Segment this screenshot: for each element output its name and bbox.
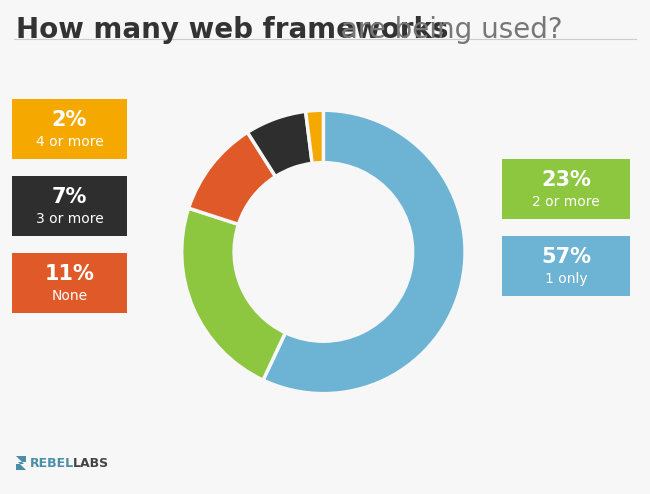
Wedge shape [306,110,324,164]
Wedge shape [182,208,285,380]
Text: 1 only: 1 only [545,272,588,286]
Text: 11%: 11% [45,264,94,284]
Wedge shape [248,111,312,176]
Bar [502,236,630,296]
Wedge shape [188,132,276,224]
Text: 57%: 57% [541,247,591,267]
Bar [12,99,127,159]
Text: LABS: LABS [73,456,109,469]
Text: 23%: 23% [541,170,591,190]
Bar [12,253,127,313]
Text: 4 or more: 4 or more [36,135,103,149]
Text: None: None [51,289,88,303]
Wedge shape [263,110,465,394]
Text: 2 or more: 2 or more [532,195,600,209]
Text: 3 or more: 3 or more [36,212,103,226]
Bar [12,176,127,236]
Bar [502,159,630,219]
Text: 2%: 2% [52,110,87,130]
Text: 7%: 7% [52,187,87,207]
Polygon shape [16,456,26,470]
Text: REBEL: REBEL [30,456,74,469]
Text: are being used?: are being used? [332,16,563,44]
Text: How many web frameworks: How many web frameworks [16,16,448,44]
